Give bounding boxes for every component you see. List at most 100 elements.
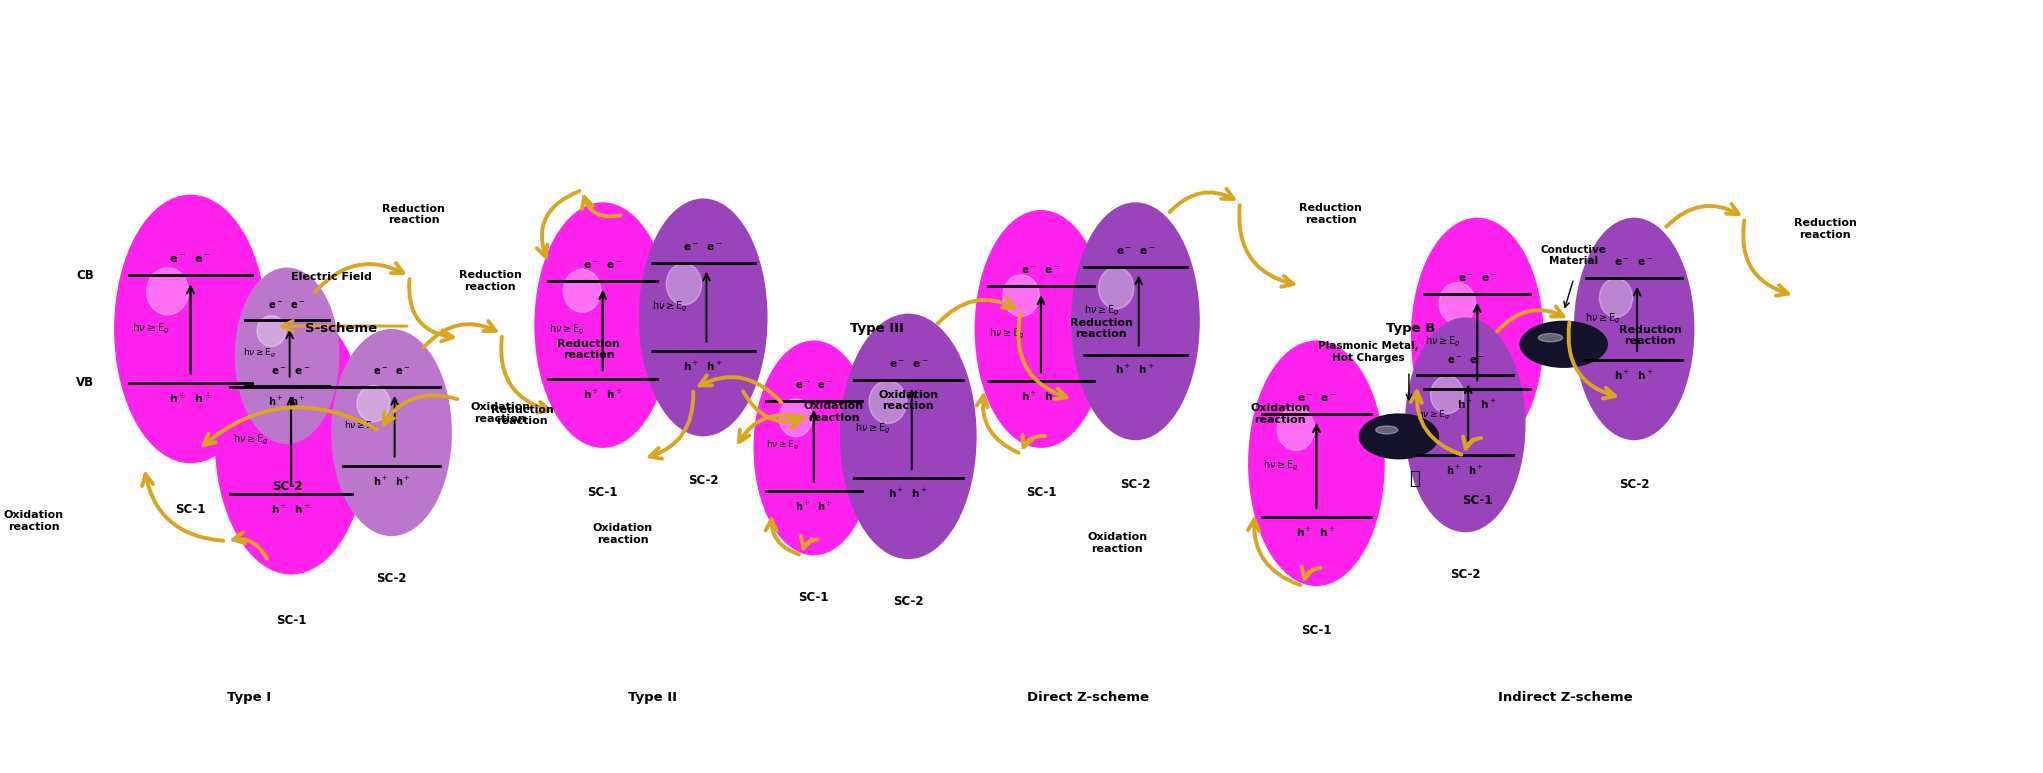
Text: Oxidation
reaction: Oxidation reaction bbox=[878, 390, 938, 411]
Ellipse shape bbox=[1099, 267, 1134, 308]
Text: Type III: Type III bbox=[850, 322, 905, 335]
Text: Type B: Type B bbox=[1387, 322, 1436, 335]
Ellipse shape bbox=[257, 315, 286, 346]
Text: h$^+$  h$^+$: h$^+$ h$^+$ bbox=[1457, 398, 1498, 411]
Text: e$^-$  e$^-$: e$^-$ e$^-$ bbox=[1022, 265, 1060, 276]
Text: h$\nu$$\geq$E$_g$: h$\nu$$\geq$E$_g$ bbox=[243, 346, 276, 359]
Ellipse shape bbox=[1359, 414, 1438, 459]
Text: S-scheme: S-scheme bbox=[304, 322, 378, 335]
Text: Electric Field: Electric Field bbox=[290, 272, 372, 282]
Text: Reduction
reaction: Reduction reaction bbox=[1071, 318, 1132, 339]
Text: e$^-$  e$^-$: e$^-$ e$^-$ bbox=[1446, 355, 1483, 366]
Text: SC-2: SC-2 bbox=[1451, 568, 1481, 581]
Text: Reduction
reaction: Reduction reaction bbox=[1794, 218, 1857, 240]
Text: h$\nu$$\geq$E$_g$: h$\nu$$\geq$E$_g$ bbox=[1585, 312, 1620, 326]
Text: h$\nu$$\geq$E$_g$: h$\nu$$\geq$E$_g$ bbox=[233, 433, 270, 448]
Ellipse shape bbox=[778, 399, 813, 437]
Text: SC-2: SC-2 bbox=[272, 480, 302, 492]
Text: e$^-$  e$^-$: e$^-$ e$^-$ bbox=[170, 254, 212, 265]
Text: h$\nu$$\geq$E$_g$: h$\nu$$\geq$E$_g$ bbox=[652, 299, 688, 314]
Ellipse shape bbox=[215, 306, 368, 574]
Text: SC-1: SC-1 bbox=[1463, 494, 1493, 506]
Ellipse shape bbox=[1277, 407, 1316, 451]
Text: Conductive
Material: Conductive Material bbox=[1540, 244, 1606, 266]
Text: SC-2: SC-2 bbox=[1618, 478, 1649, 491]
Text: h$^+$  h$^+$: h$^+$ h$^+$ bbox=[889, 487, 928, 500]
Text: h$\nu$$\geq$E$_g$: h$\nu$$\geq$E$_g$ bbox=[1085, 303, 1120, 318]
Text: e$^-$  e$^-$: e$^-$ e$^-$ bbox=[272, 366, 311, 376]
Text: h$\nu$$\geq$E$_g$: h$\nu$$\geq$E$_g$ bbox=[1424, 334, 1461, 349]
Text: h$\nu$$\geq$E$_g$: h$\nu$$\geq$E$_g$ bbox=[1263, 458, 1299, 473]
Text: e$^-$  e$^-$: e$^-$ e$^-$ bbox=[1614, 257, 1653, 268]
Text: Reduction
reaction: Reduction reaction bbox=[558, 339, 619, 360]
Text: Direct Z-scheme: Direct Z-scheme bbox=[1028, 691, 1150, 703]
Text: Oxidation
reaction: Oxidation reaction bbox=[1250, 404, 1310, 424]
Text: h$^+$  h$^+$: h$^+$ h$^+$ bbox=[372, 475, 411, 488]
Text: Type I: Type I bbox=[227, 691, 272, 703]
Text: h$^+$  h$^+$: h$^+$ h$^+$ bbox=[682, 359, 723, 373]
Ellipse shape bbox=[1071, 203, 1199, 440]
Ellipse shape bbox=[840, 314, 977, 559]
Text: SC-2: SC-2 bbox=[688, 475, 719, 488]
Text: e$^-$  e$^-$: e$^-$ e$^-$ bbox=[1297, 393, 1336, 404]
Ellipse shape bbox=[247, 379, 290, 426]
Text: Reduction
reaction: Reduction reaction bbox=[1618, 325, 1681, 346]
Text: SC-1: SC-1 bbox=[276, 614, 306, 627]
Text: Oxidation
reaction: Oxidation reaction bbox=[592, 523, 654, 545]
Text: e$^-$  e$^-$: e$^-$ e$^-$ bbox=[268, 300, 306, 311]
Ellipse shape bbox=[114, 195, 268, 463]
Text: h$^+$  h$^+$: h$^+$ h$^+$ bbox=[582, 388, 623, 401]
Text: h$^+$  h$^+$: h$^+$ h$^+$ bbox=[795, 499, 834, 512]
Text: h$\nu$$\geq$E$_g$: h$\nu$$\geq$E$_g$ bbox=[1418, 409, 1451, 422]
Text: Oxidation
reaction: Oxidation reaction bbox=[1087, 533, 1148, 554]
Text: e$^-$  e$^-$: e$^-$ e$^-$ bbox=[795, 380, 832, 391]
Ellipse shape bbox=[331, 329, 452, 536]
Text: VB: VB bbox=[76, 376, 94, 389]
Ellipse shape bbox=[754, 340, 874, 555]
Text: Reduction
reaction: Reduction reaction bbox=[490, 405, 554, 427]
Text: h$\nu$$\geq$E$_g$: h$\nu$$\geq$E$_g$ bbox=[766, 439, 799, 452]
Text: SC-1: SC-1 bbox=[176, 502, 206, 516]
Ellipse shape bbox=[1600, 278, 1632, 317]
Text: e$^-$  e$^-$: e$^-$ e$^-$ bbox=[374, 366, 411, 377]
Ellipse shape bbox=[1430, 376, 1463, 414]
Ellipse shape bbox=[1538, 333, 1563, 342]
Text: h$^+$  h$^+$: h$^+$ h$^+$ bbox=[268, 394, 306, 407]
Text: h$^+$  h$^+$: h$^+$ h$^+$ bbox=[272, 502, 311, 516]
Ellipse shape bbox=[1573, 218, 1694, 440]
Text: Reduction
reaction: Reduction reaction bbox=[382, 204, 445, 226]
Ellipse shape bbox=[358, 386, 390, 421]
Text: h$^+$  h$^+$: h$^+$ h$^+$ bbox=[1115, 363, 1156, 376]
Text: e$^-$  e$^-$: e$^-$ e$^-$ bbox=[582, 260, 623, 271]
Text: h$\nu$$\geq$E$_g$: h$\nu$$\geq$E$_g$ bbox=[854, 422, 891, 436]
Ellipse shape bbox=[1520, 321, 1608, 368]
Text: SC-2: SC-2 bbox=[1120, 478, 1150, 491]
Text: SC-1: SC-1 bbox=[588, 486, 617, 499]
Text: SC-1: SC-1 bbox=[1026, 486, 1056, 499]
Ellipse shape bbox=[1412, 218, 1545, 455]
Text: h$^+$  h$^+$: h$^+$ h$^+$ bbox=[1022, 390, 1060, 404]
Ellipse shape bbox=[666, 264, 701, 305]
Ellipse shape bbox=[147, 267, 188, 315]
Text: 🔥: 🔥 bbox=[1410, 469, 1420, 488]
Text: Type II: Type II bbox=[629, 691, 678, 703]
Text: h$\nu$$\geq$E$_g$: h$\nu$$\geq$E$_g$ bbox=[989, 326, 1024, 341]
Ellipse shape bbox=[1438, 282, 1475, 324]
Text: Oxidation
reaction: Oxidation reaction bbox=[803, 401, 864, 423]
Text: h$^+$  h$^+$: h$^+$ h$^+$ bbox=[1446, 464, 1483, 477]
Ellipse shape bbox=[1003, 275, 1040, 316]
Text: h$^+$  h$^+$: h$^+$ h$^+$ bbox=[1614, 369, 1655, 382]
Ellipse shape bbox=[535, 203, 670, 448]
Text: Indirect Z-scheme: Indirect Z-scheme bbox=[1498, 691, 1632, 703]
Text: Oxidation
reaction: Oxidation reaction bbox=[4, 510, 63, 532]
Text: e$^-$  e$^-$: e$^-$ e$^-$ bbox=[889, 359, 928, 370]
Text: h$^+$  h$^+$: h$^+$ h$^+$ bbox=[170, 390, 212, 406]
Text: h$\nu$$\geq$E$_g$: h$\nu$$\geq$E$_g$ bbox=[343, 420, 376, 433]
Text: h$\nu$$\geq$E$_g$: h$\nu$$\geq$E$_g$ bbox=[131, 322, 170, 336]
Text: SC-1: SC-1 bbox=[1301, 624, 1332, 637]
Text: CB: CB bbox=[76, 269, 94, 281]
Ellipse shape bbox=[564, 269, 601, 312]
Text: SC-2: SC-2 bbox=[893, 595, 923, 608]
Ellipse shape bbox=[1375, 426, 1397, 434]
Text: e$^-$  e$^-$: e$^-$ e$^-$ bbox=[1457, 273, 1498, 284]
